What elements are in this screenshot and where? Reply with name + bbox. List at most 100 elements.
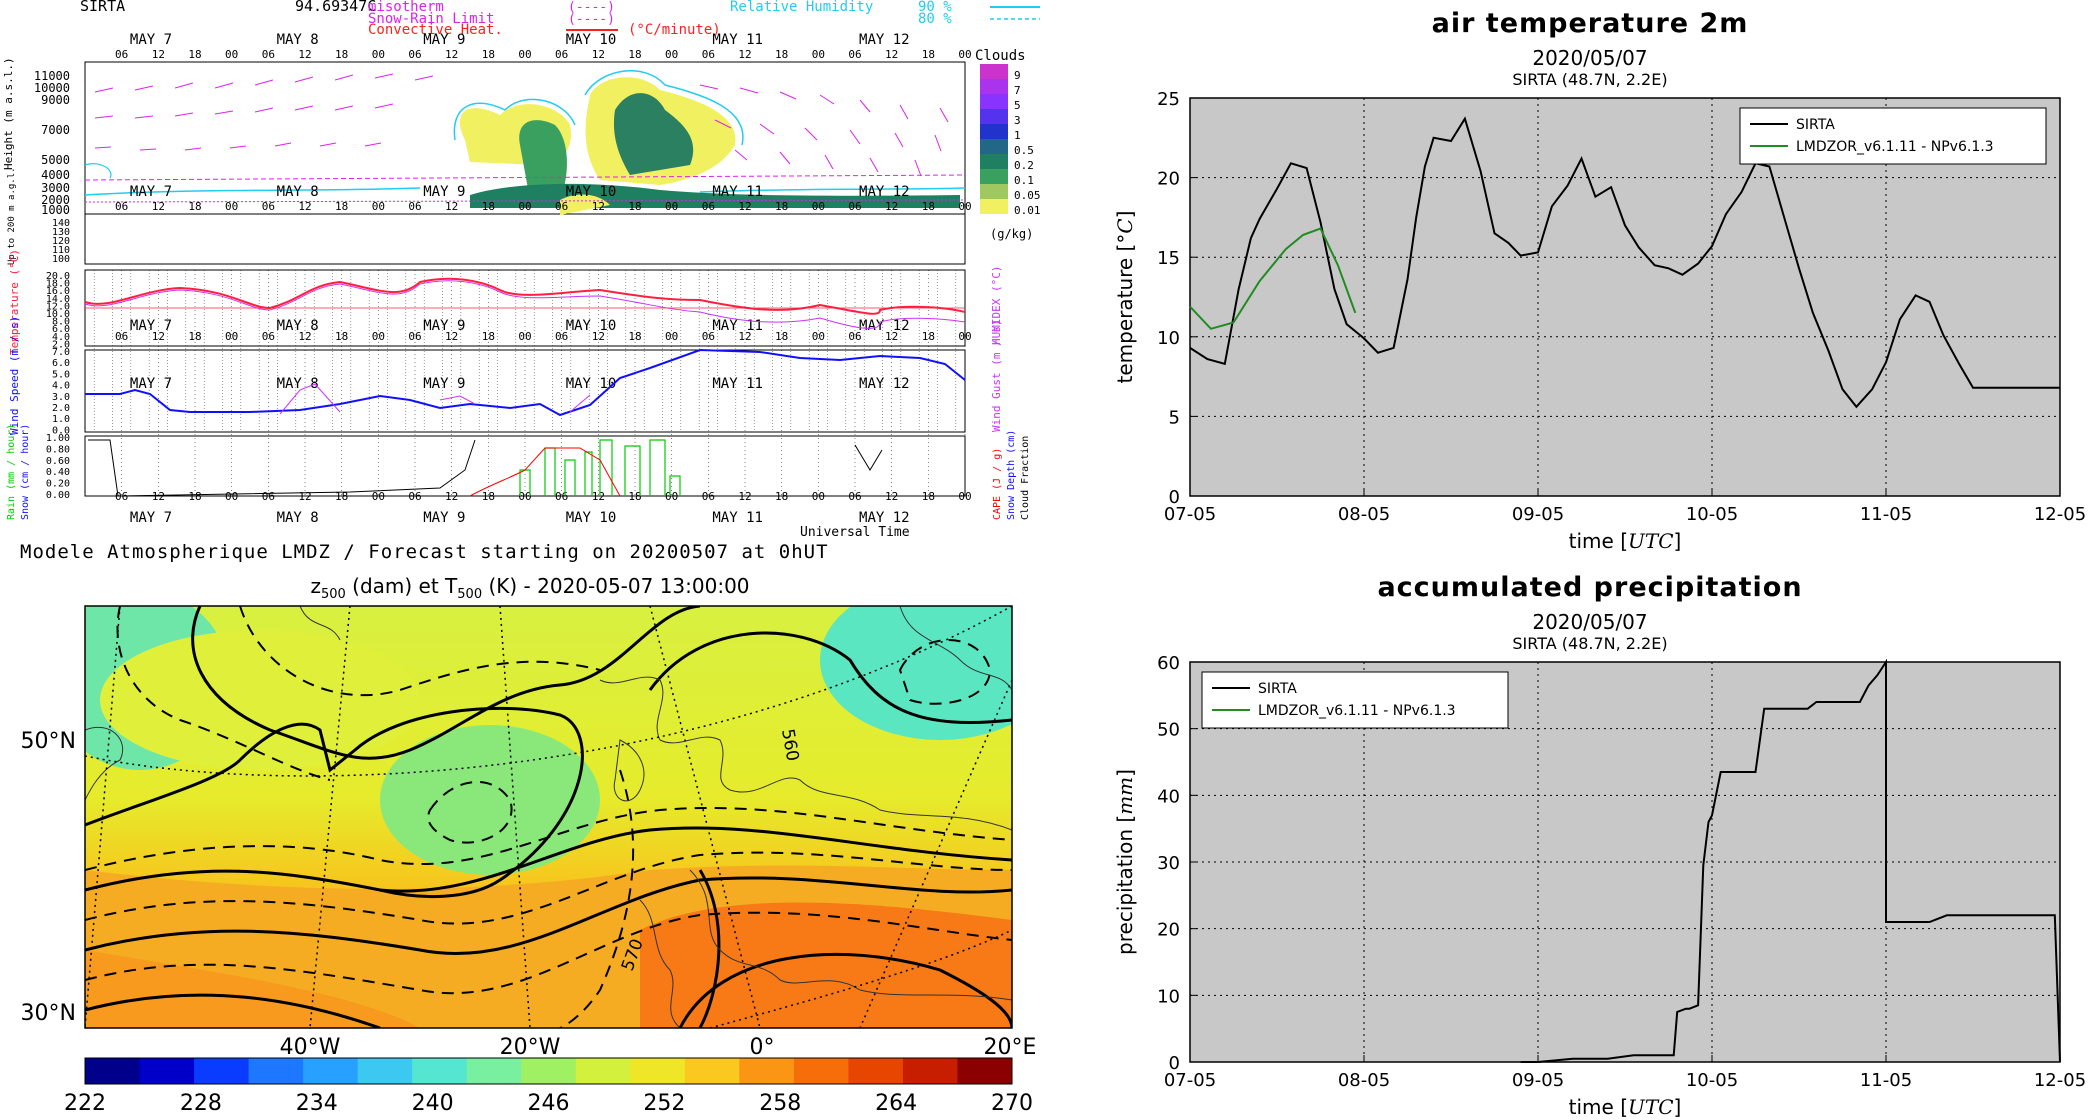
cloud-field [459,77,960,215]
cape-axis-label: CAPE (J / g) [992,448,1003,520]
legend-label: LMDZOR_v6.1.11 - NPv6.1.3 [1796,139,1994,155]
hour-label: 18 [628,48,641,61]
hour-label: 00 [225,48,238,61]
legend-dash-1: (----) [568,0,615,15]
lat-label-30: 30°N [21,1001,76,1026]
rh-contour-2 [84,163,112,179]
hour-label: 06 [115,200,128,213]
hour-label: 18 [188,48,201,61]
temp-tick: 10.0 [46,309,70,320]
rain-axis-label: Rain (mm / hour) [6,424,17,520]
map-title-sub1: 500 [320,587,346,602]
colorbar-cell [957,1058,1013,1084]
universal-time-label: Universal Time [800,525,910,540]
colorbar-tick: 228 [180,1091,222,1116]
y-tick-label: 40 [1157,786,1180,807]
colorbar-cell [793,1058,849,1084]
day-label: MAY 11 [712,184,763,200]
wind-arrows [94,73,949,177]
hour-label: 06 [848,48,861,61]
hour-label: 18 [775,200,788,213]
clouds-tick: 1 [1014,129,1021,142]
rain-tick: 0.60 [46,456,70,467]
temp-tick: 4.0 [52,332,70,343]
lon-label-20w: 20°W [500,1035,561,1060]
x-tick-label: 08-05 [1338,1070,1390,1091]
hour-label: 18 [482,490,495,503]
colorbar-tick: 234 [296,1091,338,1116]
wind-tick: 5.0 [52,369,70,380]
colorbar-tick: 264 [875,1091,917,1116]
hour-label: 00 [225,330,238,343]
y-tick-label: 5 [1169,407,1180,428]
legend-rh80: 80 % [918,11,952,27]
low-tick: 110 [52,245,70,256]
hour-label: 06 [262,200,275,213]
legend-dash-2: (----) [568,12,615,27]
x-tick-label: 09-05 [1512,1070,1564,1091]
series-line-0 [1189,116,2060,409]
hour-label: 00 [812,330,825,343]
day-label: MAY 9 [423,510,465,526]
clouds-tick: 0.5 [1014,144,1034,157]
height-tick: 1000 [41,203,70,217]
hour-label: 06 [702,200,715,213]
colorbar-tick: 222 [64,1091,106,1116]
colorbar-cell [466,1058,522,1084]
day-label: MAY 8 [277,376,319,392]
legend-rh90: 90 % [918,0,952,15]
isotherm-line [84,174,966,181]
hour-label: 18 [922,200,935,213]
hour-label: 06 [702,330,715,343]
colorbar-cell [521,1058,577,1084]
hour-label: 12 [152,330,165,343]
precip-chart-plot: 07-05 08-05 09-05 10-05 11-05 12-05 0 10 20 30 40 5… [1113,653,2086,1119]
day-label: MAY 7 [130,510,172,526]
y-tick-label: 20 [1157,920,1180,941]
hour-label: 06 [115,48,128,61]
hour-label: 06 [555,490,568,503]
legend-box [1201,671,1509,729]
legend-convective: Convective Heat. [368,22,503,38]
hour-label: 12 [152,48,165,61]
hour-label: 00 [812,200,825,213]
y-tick-label: 10 [1157,328,1180,349]
wind-axis-label: Wind Speed (m / s) [8,316,21,435]
hour-label: 18 [188,330,201,343]
hour-label: 00 [372,490,385,503]
map-title: z500 (dam) et T500 (K) - 2020-05-07 13:0… [0,574,1060,602]
wind-tick: 1.0 [52,414,70,425]
clouds-tick: 0.2 [1014,159,1034,172]
low-axis-label: Up to 200 m a.g.l. [7,167,17,265]
hour-label: 18 [188,490,201,503]
series-line-1 [1189,227,1357,330]
hour-label: 12 [152,200,165,213]
height-tick: 5000 [41,153,70,167]
x-axis-label: time [UTC] [1569,1095,1682,1119]
lon-label-20e: 20°E [984,1035,1037,1060]
low-tick: 130 [52,227,70,238]
hour-label: 06 [408,200,421,213]
cloud-fraction-curve [88,439,883,497]
hour-label: 18 [335,490,348,503]
clouds-tick: 0.01 [1014,204,1041,217]
hour-label: 18 [482,200,495,213]
lon-label-0: 0° [750,1035,775,1060]
day-label: MAY 12 [859,184,910,200]
y-tick-label: 0 [1169,487,1180,508]
rain-tick: 1.00 [46,433,70,444]
hour-label: 18 [482,330,495,343]
hour-label: 12 [885,490,898,503]
day-label: MAY 12 [859,32,910,48]
rain-tick: 0.00 [46,490,70,501]
temp-tick: 2.0 [52,339,70,350]
x-tick-label: 07-05 [1164,1070,1216,1091]
hour-label: 12 [738,200,751,213]
precip-chart-subtitle: 2020/05/07 [1532,610,1648,634]
hour-label: 00 [665,330,678,343]
hour-label: 18 [922,330,935,343]
temp-tick: 14.0 [46,294,70,305]
snow-rain-line [84,199,966,203]
colorbar-cell [303,1058,359,1084]
day-label: MAY 7 [130,32,172,48]
